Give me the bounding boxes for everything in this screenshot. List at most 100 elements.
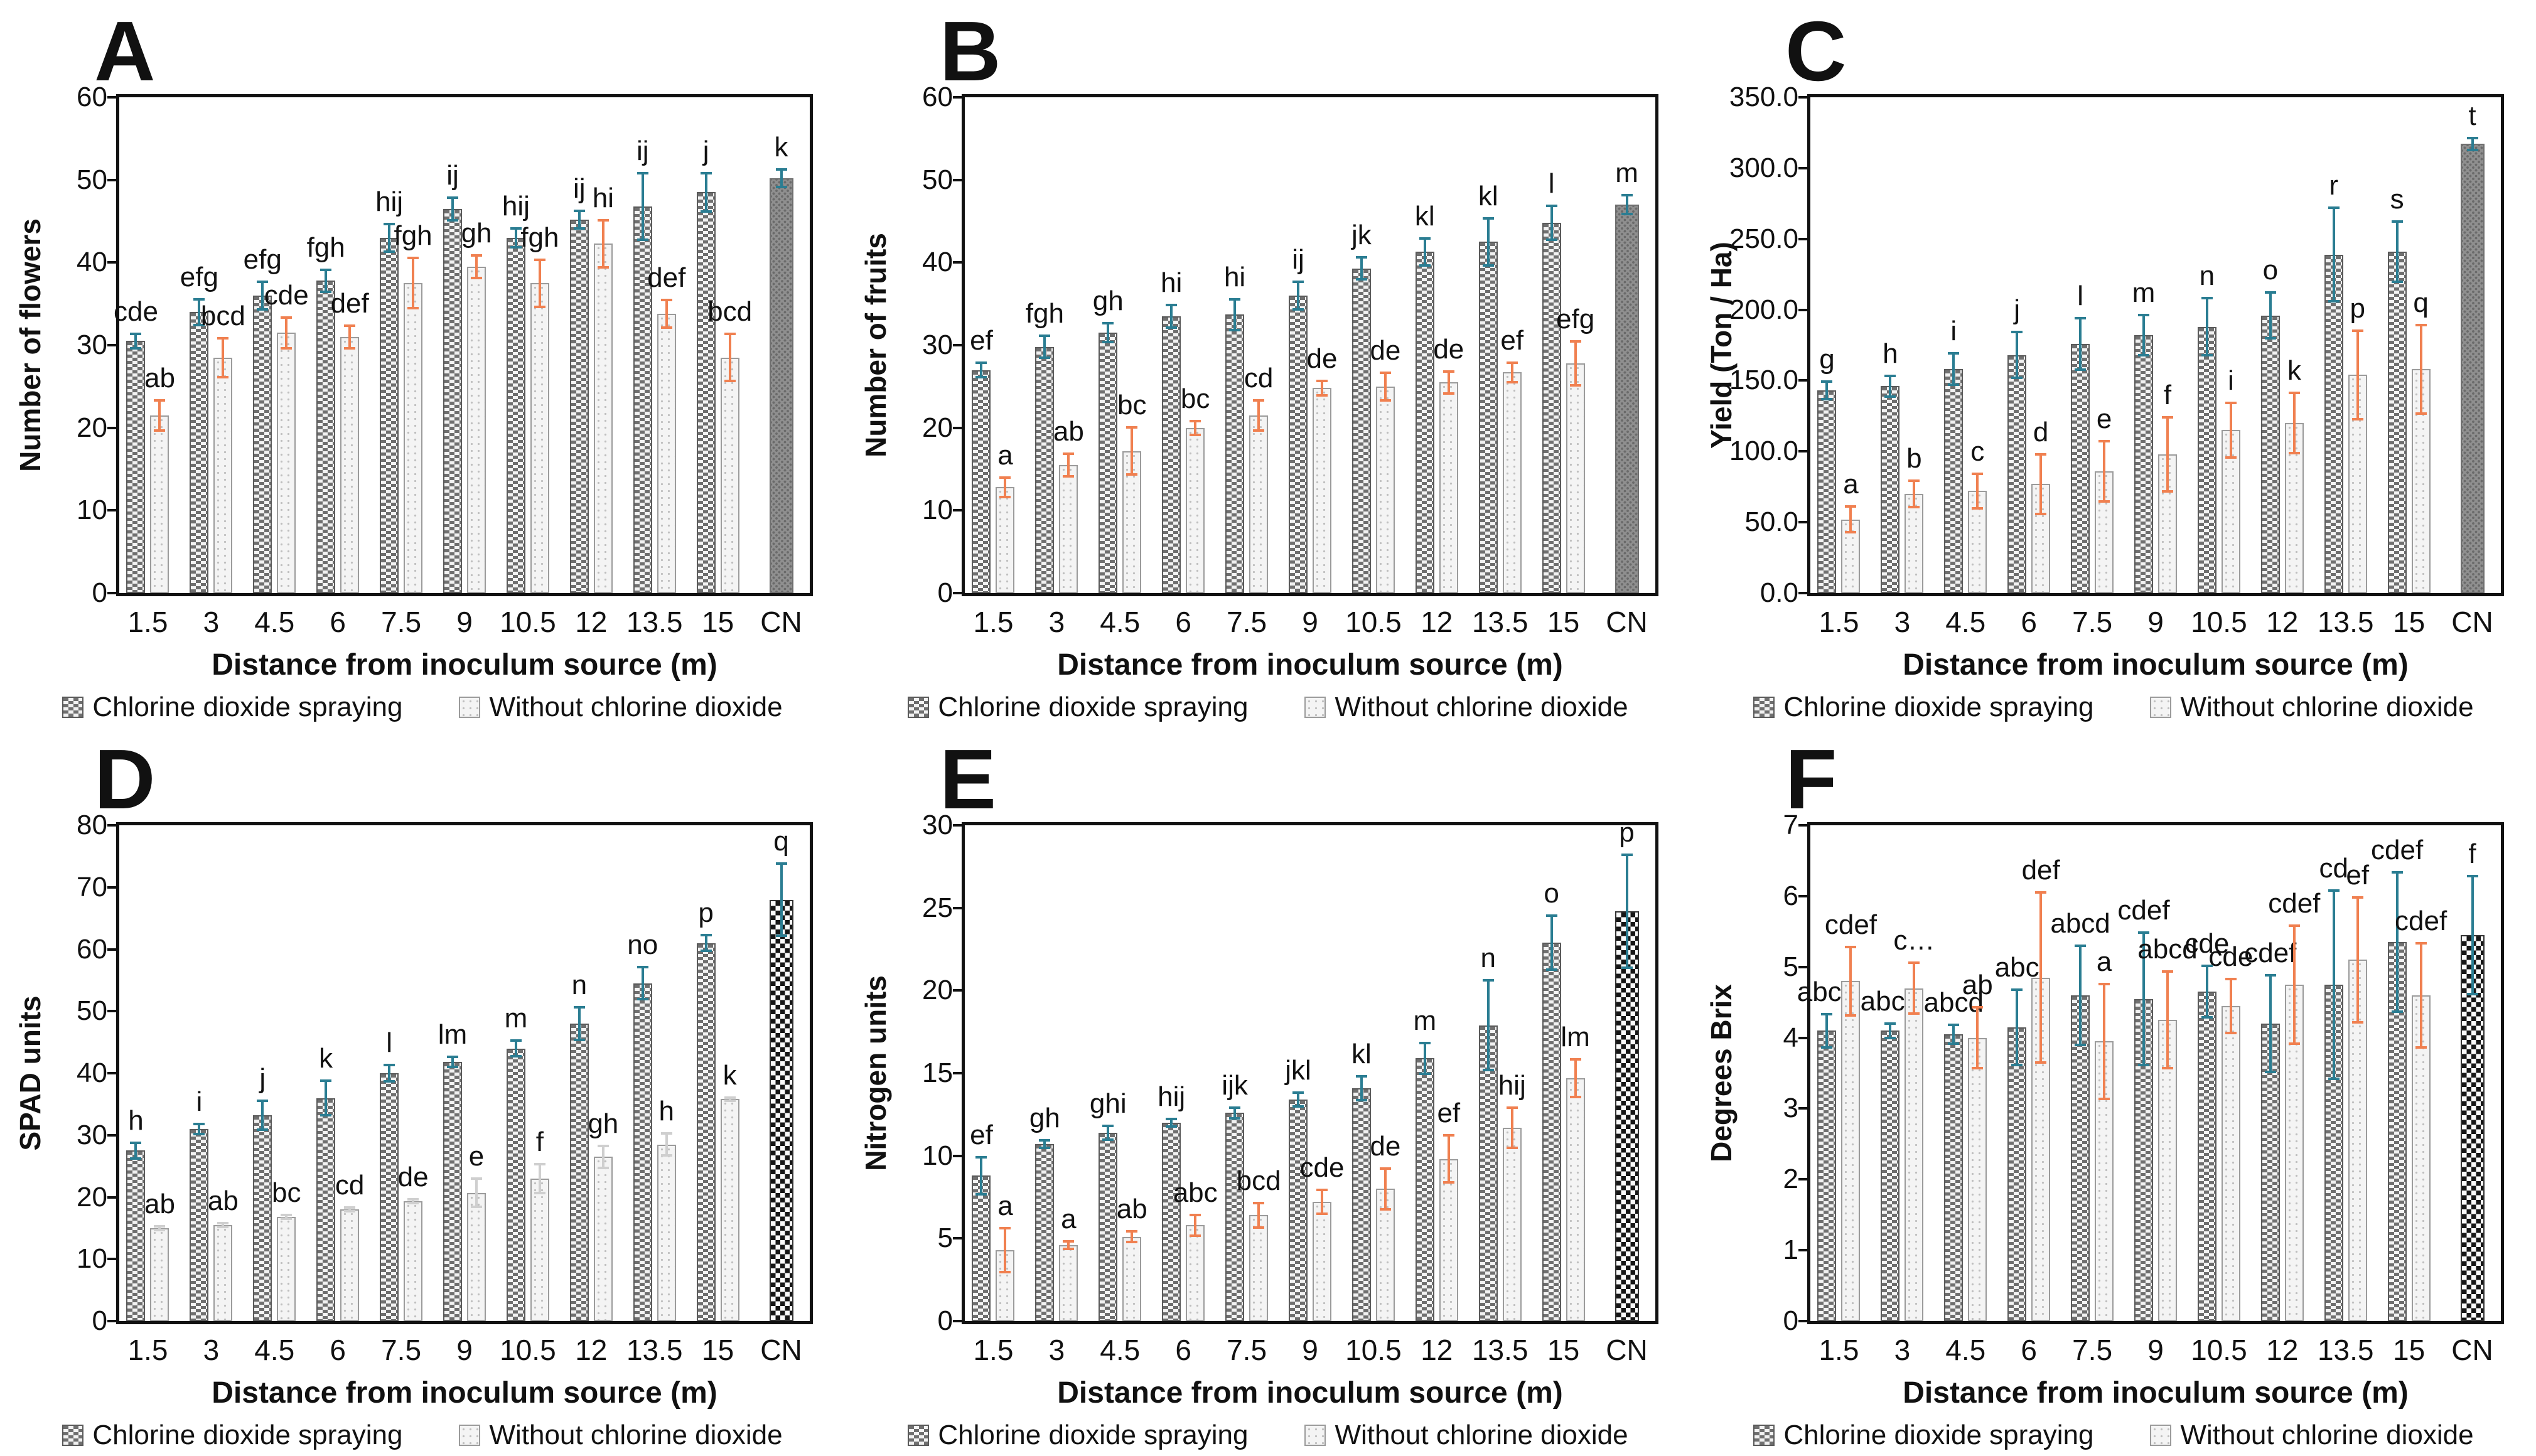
y-tick-label: 300.0: [1729, 152, 1798, 183]
bar-cd-7.5: [2071, 343, 2090, 593]
x-tick-label: 1.5: [127, 1334, 168, 1366]
error-bar-cap: [384, 223, 395, 226]
bar-cd-13.5: [1478, 242, 1498, 593]
bar-cn: [769, 899, 793, 1321]
error-bar-cap: [2098, 500, 2110, 503]
bar-wo-4.5: [1968, 491, 1987, 593]
error-bar-cap: [1355, 1074, 1367, 1078]
x-tick-label: 1.5: [973, 606, 1014, 638]
error-bar-cap: [775, 185, 787, 188]
error-bar: [1004, 476, 1007, 498]
bar-cd-12: [2260, 315, 2280, 593]
significance-letter: gh: [1029, 1103, 1060, 1134]
error-bar: [348, 1206, 352, 1213]
error-bar: [348, 324, 352, 350]
error-bar-cap: [447, 1056, 458, 1059]
error-bar-cap: [1845, 505, 1857, 508]
error-bar-cap: [130, 1141, 142, 1144]
error-bar: [1170, 1118, 1173, 1128]
x-tick-label: 6: [1175, 606, 1191, 638]
bar-cd-1.5: [126, 1150, 146, 1321]
legend-label: Chlorine dioxide spraying: [92, 1420, 403, 1450]
error-bar-cap: [1063, 474, 1075, 478]
y-tick-mark: [953, 906, 962, 909]
y-tick-label: 1: [1783, 1234, 1798, 1266]
error-bar: [2039, 891, 2043, 1064]
bar-wo-15: [1566, 363, 1585, 593]
error-bar-cap: [1545, 914, 1557, 918]
significance-letter: de: [397, 1162, 429, 1193]
error-bar-cap: [1506, 380, 1518, 383]
y-tick-label: 20: [922, 975, 953, 1006]
error-bar-cap: [1229, 1106, 1241, 1109]
error-bar: [285, 316, 288, 350]
bar-cn: [1615, 911, 1639, 1321]
chart-panel-A: A 0 10 20 30 40 50 60 Number of flowers Distance …: [0, 0, 845, 728]
error-bar-cap: [344, 346, 356, 350]
bar-wo-10.5: [530, 283, 549, 593]
error-bar: [1360, 255, 1363, 281]
error-bar-cap: [637, 171, 648, 174]
error-bar-cap: [1419, 264, 1431, 267]
error-bar-cap: [700, 933, 712, 936]
y-tick-mark: [953, 1320, 962, 1322]
error-bar: [1067, 452, 1070, 478]
bar-wo-15: [720, 357, 739, 593]
y-tick-label: 30: [77, 1119, 107, 1150]
y-tick-label: 30: [922, 810, 953, 840]
x-tick-label: 9: [2147, 1334, 2164, 1366]
legend: Chlorine dioxide spraying Without chlorin…: [1691, 692, 2536, 723]
y-tick-mark: [1798, 1107, 1807, 1110]
significance-letter: ab: [207, 1186, 239, 1216]
error-bar-cap: [1621, 853, 1633, 856]
significance-letter: de: [1306, 343, 1338, 375]
error-bar: [1976, 1005, 1979, 1070]
error-bar-cap: [534, 1191, 545, 1194]
y-tick-mark: [1798, 450, 1807, 453]
significance-letter: bc: [1117, 390, 1147, 421]
y-tick-mark: [953, 824, 962, 827]
error-bar-cap: [975, 361, 987, 365]
error-bar-cap: [975, 375, 987, 378]
bar-cd-7.5: [380, 1073, 399, 1321]
x-tick-label: 3: [203, 1334, 220, 1366]
error-bar-cap: [1482, 1069, 1494, 1072]
x-tick-label: 1.5: [973, 1334, 1014, 1366]
legend-item-chlorine-dioxide: Chlorine dioxide spraying: [1753, 1420, 2093, 1451]
y-tick-label: 50: [77, 995, 107, 1027]
significance-letter: p: [2350, 293, 2365, 324]
bar-cn: [769, 178, 793, 593]
error-bar-cap: [1379, 1167, 1391, 1170]
error-bar-cap: [573, 227, 585, 230]
error-bar: [388, 1064, 391, 1083]
error-bar: [1384, 1167, 1387, 1211]
significance-letter: m: [1615, 158, 1638, 189]
significance-letter: no: [627, 929, 658, 961]
error-bar-cap: [534, 305, 545, 308]
legend-swatch: [908, 697, 930, 718]
error-bar-cap: [1229, 328, 1241, 331]
error-bar: [2229, 977, 2232, 1034]
y-tick-mark: [1798, 1320, 1807, 1322]
error-bar: [2205, 297, 2208, 357]
error-bar: [1913, 479, 1916, 508]
legend-label: Chlorine dioxide spraying: [938, 1420, 1249, 1450]
bar-cd-1.5: [126, 341, 146, 593]
significance-letter: a: [1061, 1203, 1077, 1234]
error-bar-cap: [1569, 1058, 1581, 1061]
x-axis-title: Distance from inoculum source (m): [1057, 648, 1563, 682]
x-tick-label: 9: [1302, 606, 1318, 638]
significance-letter: de: [1433, 333, 1464, 365]
significance-letter: abcd: [2137, 934, 2198, 965]
significance-letter: efg: [1556, 304, 1595, 335]
error-bar: [1233, 297, 1237, 331]
y-tick-mark: [107, 948, 116, 951]
error-bar-cap: [700, 950, 712, 953]
significance-letter: q: [2413, 287, 2429, 319]
y-tick-mark: [953, 344, 962, 346]
significance-letter: ij: [573, 173, 586, 205]
error-bar-cap: [193, 297, 205, 301]
significance-letter: hi: [1161, 267, 1183, 299]
error-bar: [2142, 931, 2145, 1066]
